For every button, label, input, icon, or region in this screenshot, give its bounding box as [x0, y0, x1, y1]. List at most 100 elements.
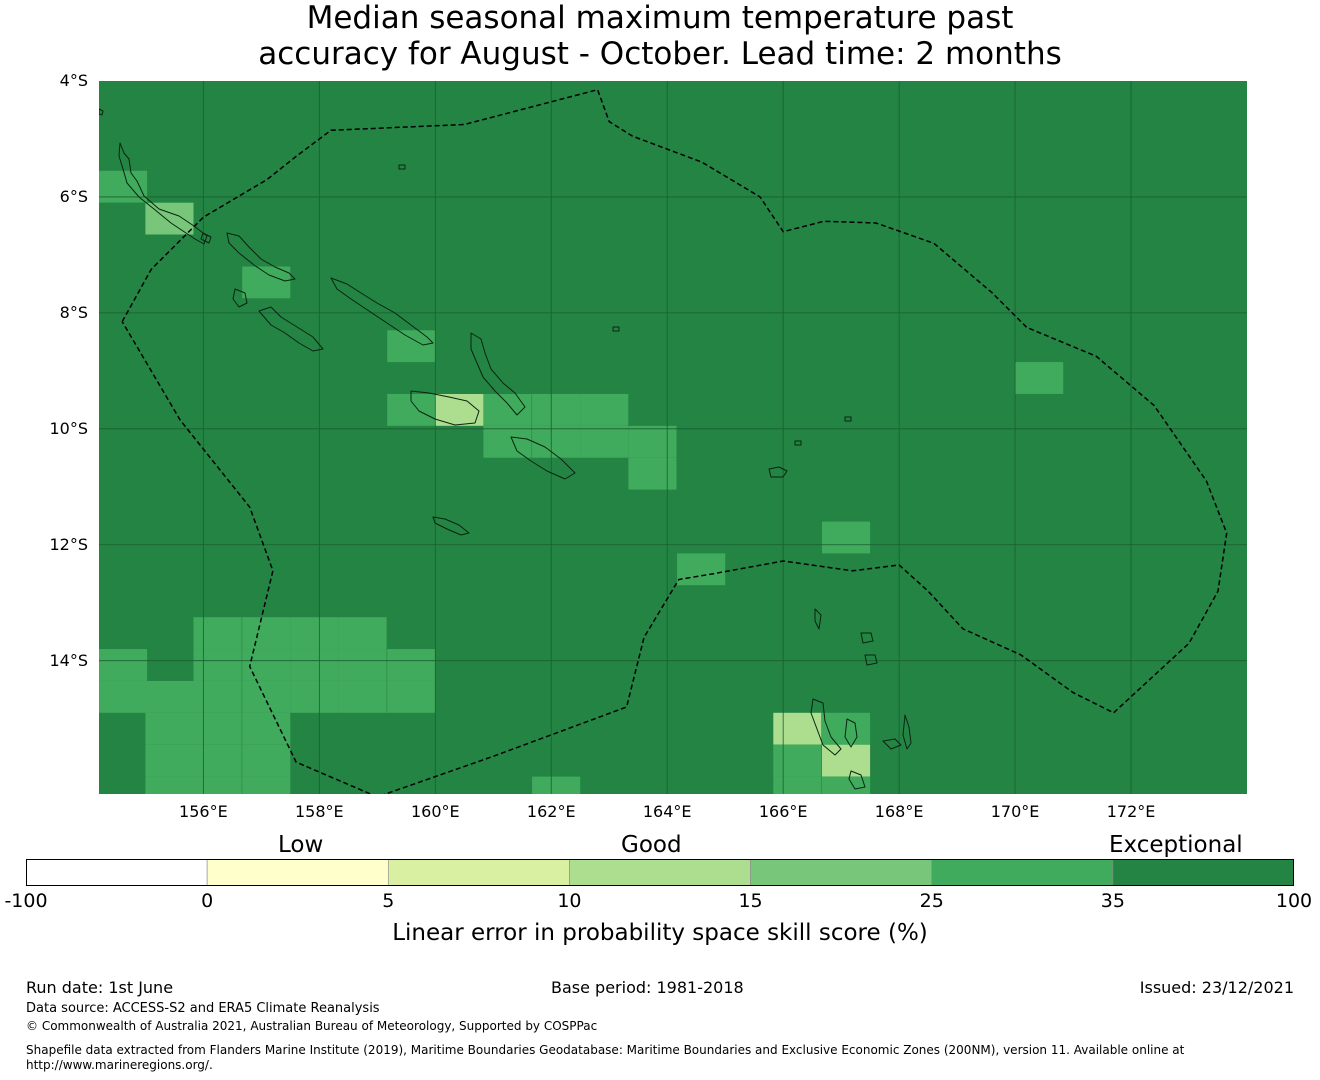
skill-cell-6 [483, 394, 532, 426]
lon-label-170°E: 170°E [990, 802, 1040, 821]
skill-cell-15 [822, 521, 871, 554]
colorbar-segment-0 [26, 859, 208, 886]
lon-label-156°E: 156°E [179, 802, 228, 821]
skill-cell-31 [290, 681, 339, 713]
skill-cell-45 [532, 776, 581, 794]
santa-isabel-coast [330, 277, 434, 346]
skill-cell-49 [822, 744, 871, 777]
lat-label-8°S: 8°S [59, 302, 88, 322]
skill-cell-50 [773, 776, 822, 794]
colorbar-tick-2: 5 [382, 890, 395, 912]
skill-cell-46 [773, 712, 822, 745]
data-source: Data source: ACCESS-S2 and ERA5 Climate … [26, 1001, 380, 1016]
category-label-exceptional: Exceptional [1109, 832, 1243, 858]
torres-islands-coast [814, 608, 822, 630]
espiritu-santo-coast [810, 698, 842, 756]
makira-coast [510, 436, 576, 480]
colorbar-tick-6: 35 [1100, 890, 1125, 912]
colorbar-segment-2 [387, 859, 570, 886]
colorbar-tick-3: 10 [557, 890, 582, 912]
lon-label-168°E: 168°E [874, 802, 924, 821]
lat-label-14°S: 14°S [49, 650, 88, 670]
skill-cell-42 [242, 776, 291, 794]
colorbar-segment-4 [750, 859, 933, 886]
skill-cell-30 [242, 681, 291, 713]
skill-cell-12 [628, 425, 677, 458]
colorbar-frame [26, 859, 1294, 886]
skill-cells [99, 170, 1064, 794]
skill-cell-7 [532, 394, 581, 426]
category-label-low: Low [278, 832, 324, 858]
lon-label-164°E: 164°E [642, 802, 692, 821]
skill-cell-8 [580, 394, 629, 426]
ontong-java-coast [398, 164, 406, 170]
skill-cell-20 [338, 617, 387, 649]
santa-cruz-coast [768, 466, 788, 478]
skill-cell-14 [1015, 362, 1064, 394]
ambae-coast [882, 738, 902, 750]
lon-label-166°E: 166°E [758, 802, 808, 821]
skill-cell-28 [145, 681, 194, 713]
skill-cell-51 [822, 776, 871, 794]
pentecost-coast [902, 714, 912, 750]
shapefile-credit-line-1: Shapefile data extracted from Flanders M… [26, 1043, 1185, 1057]
skill-cell-39 [242, 744, 291, 777]
lon-label-158°E: 158°E [294, 802, 344, 821]
bougainville-coast [118, 142, 208, 245]
lat-label-10°S: 10°S [49, 418, 88, 438]
vella-lavella-coast [232, 288, 248, 308]
skill-cell-3 [387, 330, 436, 363]
efate-coast [848, 770, 866, 790]
run-date: Run date: 1st June [26, 978, 174, 997]
colorbar-segment-3 [569, 859, 751, 886]
skill-cell-17 [193, 617, 242, 649]
colorbar-tick-7: 100 [1275, 890, 1313, 912]
skill-score-map [99, 81, 1247, 794]
copyright: © Commonwealth of Australia 2021, Austra… [26, 1019, 598, 1033]
skill-cell-19 [290, 617, 339, 649]
new-georgia-coast [258, 306, 324, 352]
skill-cell-33 [387, 681, 436, 713]
skill-cell-26 [387, 649, 436, 681]
lon-label-162°E: 162°E [526, 802, 576, 821]
skill-cell-32 [338, 681, 387, 713]
chart-title-line-2: accuracy for August - October. Lead time… [258, 36, 1062, 72]
coastlines [99, 108, 912, 790]
skill-cell-40 [145, 776, 194, 794]
sikaiana-coast [612, 326, 620, 332]
banks-islands-coast [860, 632, 874, 644]
malaita-coast [470, 332, 526, 416]
issued-date: Issued: 23/12/2021 [1139, 978, 1294, 997]
skill-cell-29 [193, 681, 242, 713]
skill-cell-25 [338, 649, 387, 681]
skill-cell-37 [145, 744, 194, 777]
skill-cell-11 [580, 425, 629, 458]
rennell-coast [432, 516, 470, 536]
duff-islands-coast [844, 416, 852, 422]
colorbar [26, 859, 1294, 886]
lon-label-172°E: 172°E [1106, 802, 1156, 821]
skill-cell-35 [193, 712, 242, 745]
skill-cell-34 [145, 712, 194, 745]
western-islet-coast [99, 108, 104, 116]
guadalcanal-coast [410, 390, 480, 426]
colorbar-segment-1 [206, 859, 389, 886]
skill-cell-36 [242, 712, 291, 745]
base-period: Base period: 1981-2018 [551, 978, 744, 997]
shortland-coast [200, 232, 212, 244]
skill-cell-18 [242, 617, 291, 649]
skill-cell-16 [677, 553, 726, 586]
choiseul-coast [226, 232, 296, 282]
vanua-lava-coast [864, 654, 878, 666]
chart-title-line-1: Median seasonal maximum temperature past [306, 0, 1014, 36]
lat-label-6°S: 6°S [59, 186, 88, 206]
malekula-coast [844, 718, 858, 748]
tikopia-coast [794, 440, 802, 446]
lat-label-12°S: 12°S [49, 534, 88, 554]
skill-cell-10 [532, 425, 581, 458]
skill-cell-24 [290, 649, 339, 681]
skill-cell-27 [99, 681, 148, 713]
lat-label-4°S: 4°S [59, 71, 88, 90]
skill-cell-48 [773, 744, 822, 777]
graticule [99, 81, 1247, 794]
